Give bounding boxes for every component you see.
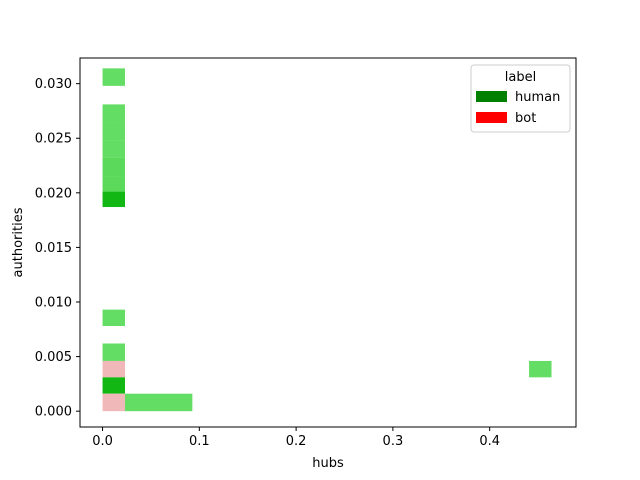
legend-label-bot: bot [515, 111, 536, 126]
legend-entries: human bot [476, 90, 560, 126]
legend-title: label [505, 70, 536, 85]
y-tick-label: 0.015 [35, 241, 72, 256]
heatmap-cell-human [102, 104, 126, 123]
legend-swatch-human [476, 91, 507, 102]
x-tick-label: 0.3 [383, 434, 404, 449]
heatmap-cell-human [102, 68, 126, 86]
heatmap-cell-human [102, 140, 126, 158]
x-tick-label: 0.4 [479, 434, 500, 449]
plot-frame [79, 57, 577, 428]
heatmap-cell-human [102, 309, 126, 327]
y-tick-label: 0.010 [35, 295, 72, 310]
heatmap-cell-human [102, 191, 126, 208]
heatmap-cell-human [102, 122, 126, 141]
y-tick-label: 0.025 [35, 132, 72, 147]
y-tick-label: 0.020 [35, 186, 72, 201]
heatmap-cell-human [125, 393, 193, 412]
heatmap-cell-human [529, 360, 552, 378]
x-tick-label: 0.1 [189, 434, 210, 449]
heatmap-cell-human [102, 176, 126, 194]
legend-label-human: human [515, 90, 560, 105]
heatmap-cell-bot [102, 393, 126, 412]
legend: label human bot [470, 64, 571, 133]
cells-layer [102, 68, 552, 412]
y-axis-label: authorities [11, 207, 26, 277]
x-axis-label: hubs [312, 456, 344, 471]
y-tick-label: 0.005 [35, 350, 72, 365]
heatmap-cell-human [102, 377, 126, 394]
heatmap-cell-human [102, 157, 126, 177]
y-tick-label: 0.030 [35, 77, 72, 92]
heatmap-cell-human [102, 343, 126, 361]
heatmap-cell-bot [102, 360, 126, 378]
x-tick-label: 0.2 [286, 434, 307, 449]
y-ticks: 0.000 0.005 0.010 0.015 0.020 0.025 0.030 [35, 77, 80, 420]
y-tick-label: 0.000 [35, 405, 72, 420]
x-tick-label: 0.0 [92, 434, 113, 449]
legend-swatch-bot [476, 112, 507, 123]
x-ticks: 0.0 0.1 0.2 0.3 0.4 [92, 427, 500, 449]
